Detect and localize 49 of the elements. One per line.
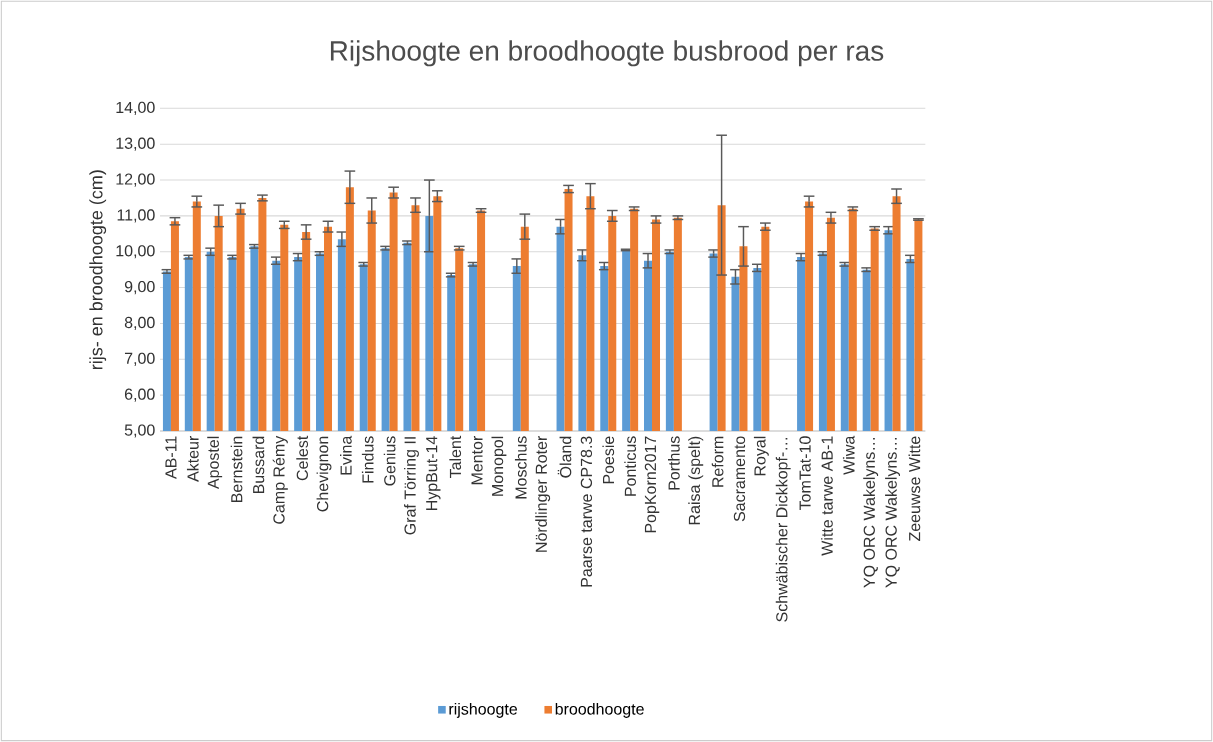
x-tick-label: Celest — [296, 435, 309, 481]
x-tick-label: Findus — [361, 436, 374, 483]
x-tick-label: PopKorn2017 — [644, 436, 660, 533]
x-tick-label: Bussard — [252, 436, 265, 494]
x-tick-label: Moschus — [514, 436, 527, 499]
x-tick-label: Sacramento — [733, 436, 746, 522]
y-tick-label: 8,00 — [124, 316, 155, 331]
x-tick-label: Camp Rémy — [272, 435, 288, 524]
x-tick-label: Apostel — [207, 436, 223, 490]
y-tick-label: 5,00 — [124, 424, 155, 438]
y-tick-label: 7,00 — [124, 352, 155, 366]
x-tick-label: Chevignon — [316, 436, 332, 512]
x-tick-label: Mentor — [471, 435, 483, 485]
x-tick-label: Royal — [753, 436, 769, 476]
chart-title: Rijshoogte en broodhoogte busbrood per ras — [330, 40, 884, 67]
x-tick-label: Akteur — [186, 435, 199, 482]
y-tick-label: 12,00 — [116, 173, 155, 187]
x-tick-label: Poesie — [602, 436, 615, 484]
x-tick-label: YQ ORC Wakelyns… — [885, 437, 900, 588]
legend-label: broodhoogte — [555, 702, 644, 718]
x-tick-label: Raisa (spelt) — [688, 436, 704, 525]
legend-label: rijshoogte — [449, 702, 518, 718]
x-tick-label: Nördlinger Roter — [535, 436, 551, 552]
x-tick-label: Öland — [557, 436, 572, 478]
y-tick-label: 6,00 — [124, 388, 155, 402]
y-tick-label: 14,00 — [116, 101, 155, 115]
x-tick-label: Zeeuwse Witte — [908, 436, 921, 542]
x-tick-label: Ponticus — [624, 436, 636, 496]
y-tick-label: 10,00 — [116, 245, 155, 259]
x-tick-label: Reform — [711, 436, 724, 487]
x-tick-label: HypBut-14 — [426, 436, 441, 510]
y-tick-label: 11,00 — [117, 209, 155, 223]
x-tick-label: YQ ORC Wakelyns… — [863, 437, 879, 588]
x-tick-label: AB-11 — [165, 436, 177, 479]
x-tick-label: Talent — [449, 435, 462, 479]
x-tick-label: Wiwa — [842, 435, 855, 475]
x-tick-label: Monopol — [491, 436, 507, 496]
x-tick-label: Paarse tarwe CP78.3 — [580, 436, 593, 587]
x-tick-label: TomTat-10 — [799, 436, 811, 511]
y-tick-label: 9,00 — [124, 280, 155, 295]
y-tick-label: 13,00 — [116, 137, 155, 151]
x-tick-label: Bernstein — [230, 436, 243, 502]
y-axis-title: rijs- en broodhoogte (cm) — [89, 170, 107, 370]
x-tick-label: Schwäbischer Dickkopf-… — [775, 437, 791, 622]
x-tick-label: Genius — [383, 436, 396, 486]
x-tick-label: Evina — [340, 435, 352, 475]
x-tick-label: Witte tarwe AB-1 — [821, 436, 833, 556]
x-tick-label: Porthus — [668, 436, 680, 490]
x-tick-label: Graf Törring II — [404, 437, 419, 535]
